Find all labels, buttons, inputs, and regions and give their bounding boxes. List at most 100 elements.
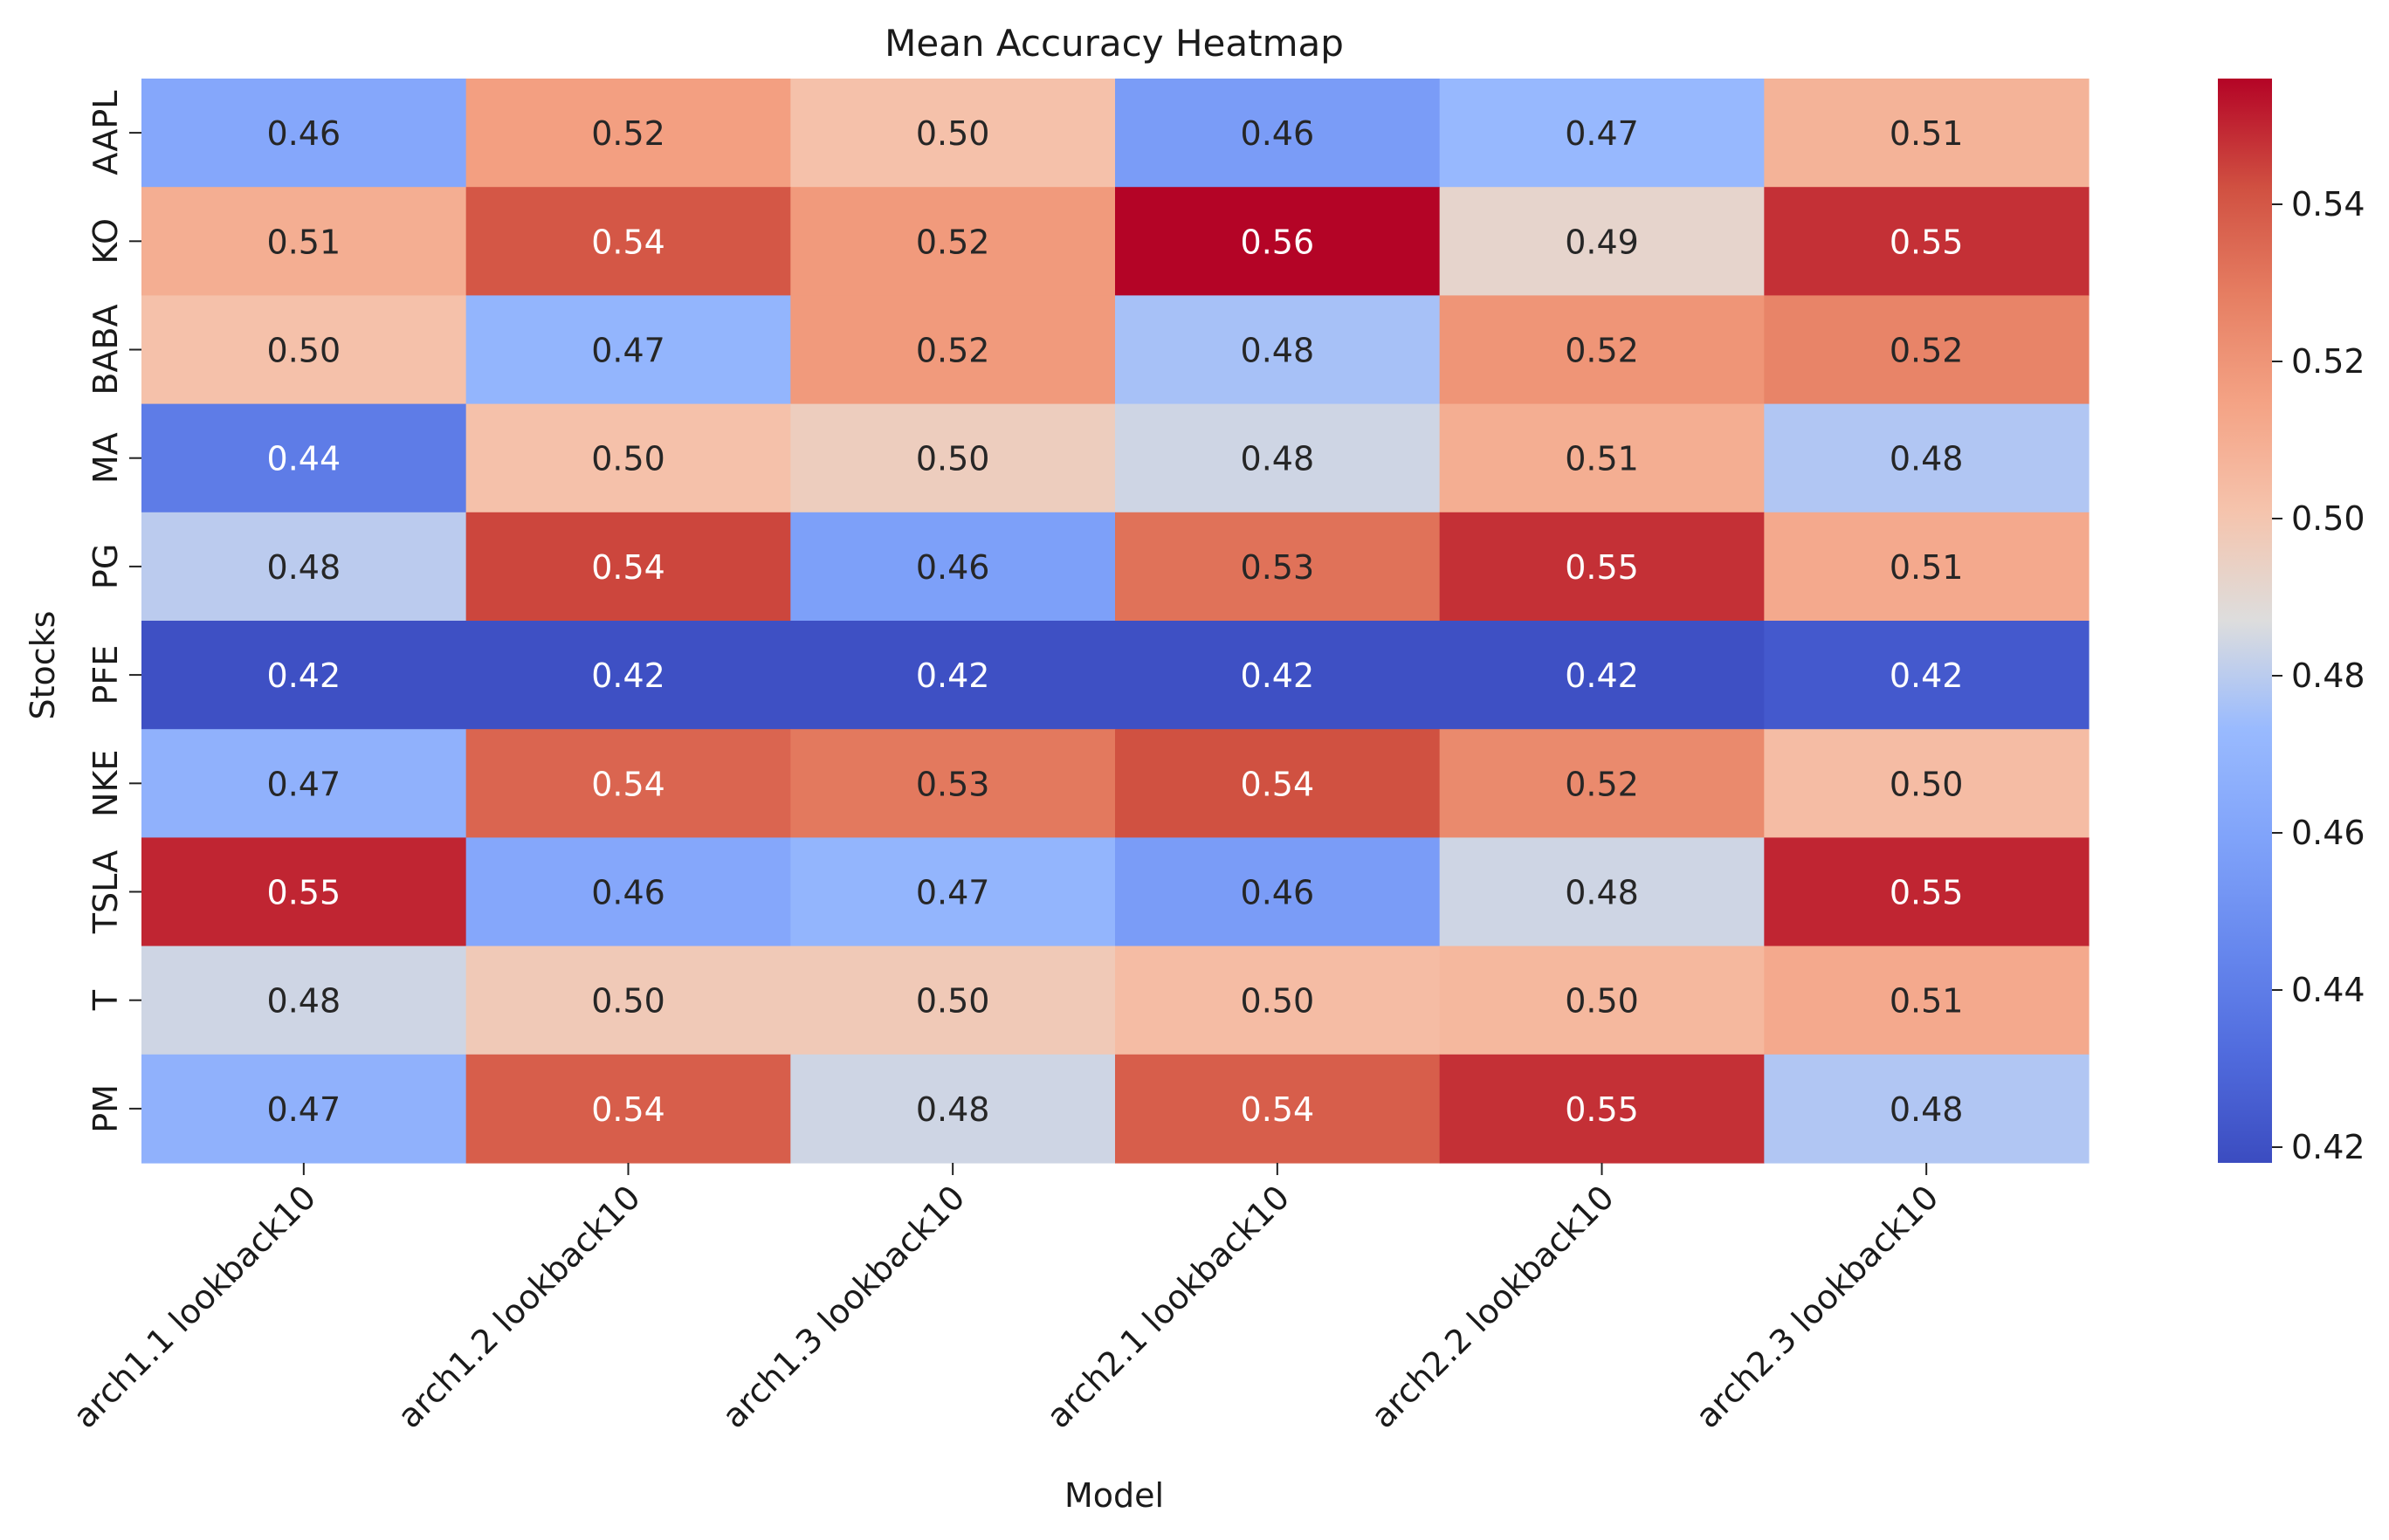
cell-value-label: 0.42 [1890,657,1964,695]
colorbar-tick-label: 0.54 [2291,185,2365,223]
x-tick-label: arch2.2 lookback10 [1364,1178,1621,1435]
cell-value-label: 0.42 [1565,657,1639,695]
cell-value-label: 0.48 [1890,1090,1964,1129]
cell-value-label: 0.55 [1890,874,1964,912]
x-tick-label: arch1.3 lookback10 [714,1178,972,1435]
heatmap-cell-TSLA-6 [1764,837,2090,947]
heatmap-cell-T-4 [1115,945,1441,1055]
cell-value-label: 0.50 [1565,982,1639,1021]
cell-value-label: 0.54 [591,223,665,261]
cell-value-label: 0.51 [1890,982,1964,1021]
cell-value-label: 0.55 [1565,1090,1639,1129]
y-tick-label: BABA [86,304,125,395]
cell-value-label: 0.50 [1890,765,1964,803]
heatmap-cell-AAPL-6 [1764,79,2090,188]
colorbar-tick-label: 0.50 [2291,499,2365,538]
cell-value-label: 0.51 [1890,114,1964,153]
heatmap-cell-KO-6 [1764,187,2090,296]
y-tick-label: PFE [86,645,125,705]
heatmap-cell-PG-4 [1115,512,1441,622]
heatmap-cell-PFE-6 [1764,621,2090,730]
cell-value-label: 0.48 [1241,332,1315,370]
heatmap-cell-T-2 [465,945,791,1055]
heatmap-cell-TSLA-2 [465,837,791,947]
colorbar-gradient [2218,79,2272,1163]
heatmap-cell-KO-4 [1115,187,1441,296]
y-tick-label: PM [86,1084,125,1133]
heatmap-cell-TSLA-1 [141,837,467,947]
heatmap-cell-NKE-3 [790,729,1116,838]
cell-value-label: 0.44 [267,440,341,478]
y-tick-label: MA [86,432,125,484]
y-tick-label: KO [86,218,125,265]
heatmap-cell-KO-5 [1439,187,1765,296]
colorbar: 0.42 0.44 0.46 0.48 0.50 0.52 0.54 [2218,79,2365,1166]
heatmap-cell-BABA-2 [465,295,791,405]
cell-value-label: 0.47 [267,1090,341,1129]
heatmap-cell-PFE-1 [141,621,467,730]
cell-value-label: 0.55 [1890,223,1964,261]
heatmap-cell-PFE-4 [1115,621,1441,730]
cell-value-label: 0.48 [267,982,341,1021]
cell-value-label: 0.50 [267,332,341,370]
heatmap-cell-PM-5 [1439,1054,1765,1164]
heatmap-cell-NKE-6 [1764,729,2090,838]
cell-value-label: 0.53 [916,765,990,803]
cell-value-label: 0.52 [1565,765,1639,803]
cell-value-label: 0.49 [1565,223,1639,261]
heatmap-cell-MA-5 [1439,403,1765,513]
y-tick-label: T [86,989,125,1011]
colorbar-tick-label: 0.42 [2291,1128,2365,1166]
heatmap-cell-PG-1 [141,512,467,622]
heatmap-cell-NKE-1 [141,729,467,838]
cell-value-label: 0.52 [1890,332,1964,370]
cell-value-label: 0.50 [916,114,990,153]
heatmap-cell-TSLA-4 [1115,837,1441,947]
y-tick-label: AAPL [86,91,125,175]
heatmap-cell-NKE-4 [1115,729,1441,838]
cell-value-label: 0.48 [1565,874,1639,912]
heatmap-cell-TSLA-5 [1439,837,1765,947]
heatmap-cell-PM-3 [790,1054,1116,1164]
x-tick-label: arch2.3 lookback10 [1688,1178,1945,1435]
heatmap-cell-PG-6 [1764,512,2090,622]
cell-value-label: 0.42 [916,657,990,695]
cell-value-label: 0.47 [916,874,990,912]
cell-value-label: 0.54 [591,548,665,587]
cell-value-label: 0.51 [1565,440,1639,478]
cell-value-label: 0.50 [916,440,990,478]
y-tick-label: TSLA [86,850,125,934]
heatmap-cell-MA-1 [141,403,467,513]
heatmap-cell-NKE-2 [465,729,791,838]
cell-value-label: 0.50 [1241,982,1315,1021]
chart-title: Mean Accuracy Heatmap [885,22,1344,65]
heatmap-cell-KO-1 [141,187,467,296]
cell-value-label: 0.52 [916,332,990,370]
heatmap-cell-KO-2 [465,187,791,296]
colorbar-tick-label: 0.44 [2291,971,2365,1009]
cell-value-label: 0.52 [591,114,665,153]
x-tick-label: arch2.1 lookback10 [1039,1178,1297,1435]
cell-value-label: 0.50 [916,982,990,1021]
cell-value-label: 0.52 [1565,332,1639,370]
heatmap-cell-AAPL-4 [1115,79,1441,188]
cell-value-label: 0.48 [267,548,341,587]
heatmap-cell-AAPL-3 [790,79,1116,188]
heatmap-cell-PG-3 [790,512,1116,622]
cell-value-label: 0.46 [267,114,341,153]
cell-value-label: 0.48 [1890,440,1964,478]
heatmap-cell-PM-6 [1764,1054,2090,1164]
cell-value-label: 0.51 [1890,548,1964,587]
colorbar-tick-label: 0.48 [2291,657,2365,695]
y-tick-label: NKE [86,750,125,817]
heatmap-cell-MA-3 [790,403,1116,513]
cell-value-label: 0.46 [1241,874,1315,912]
cell-value-label: 0.54 [1241,765,1315,803]
x-axis: arch1.1 lookback10 arch1.2 lookback10 arch… [65,1163,1946,1435]
cell-value-label: 0.48 [1241,440,1315,478]
cell-value-label: 0.46 [591,874,665,912]
heatmap-cell-T-6 [1764,945,2090,1055]
cell-value-label: 0.53 [1241,548,1315,587]
heatmap-cell-T-5 [1439,945,1765,1055]
